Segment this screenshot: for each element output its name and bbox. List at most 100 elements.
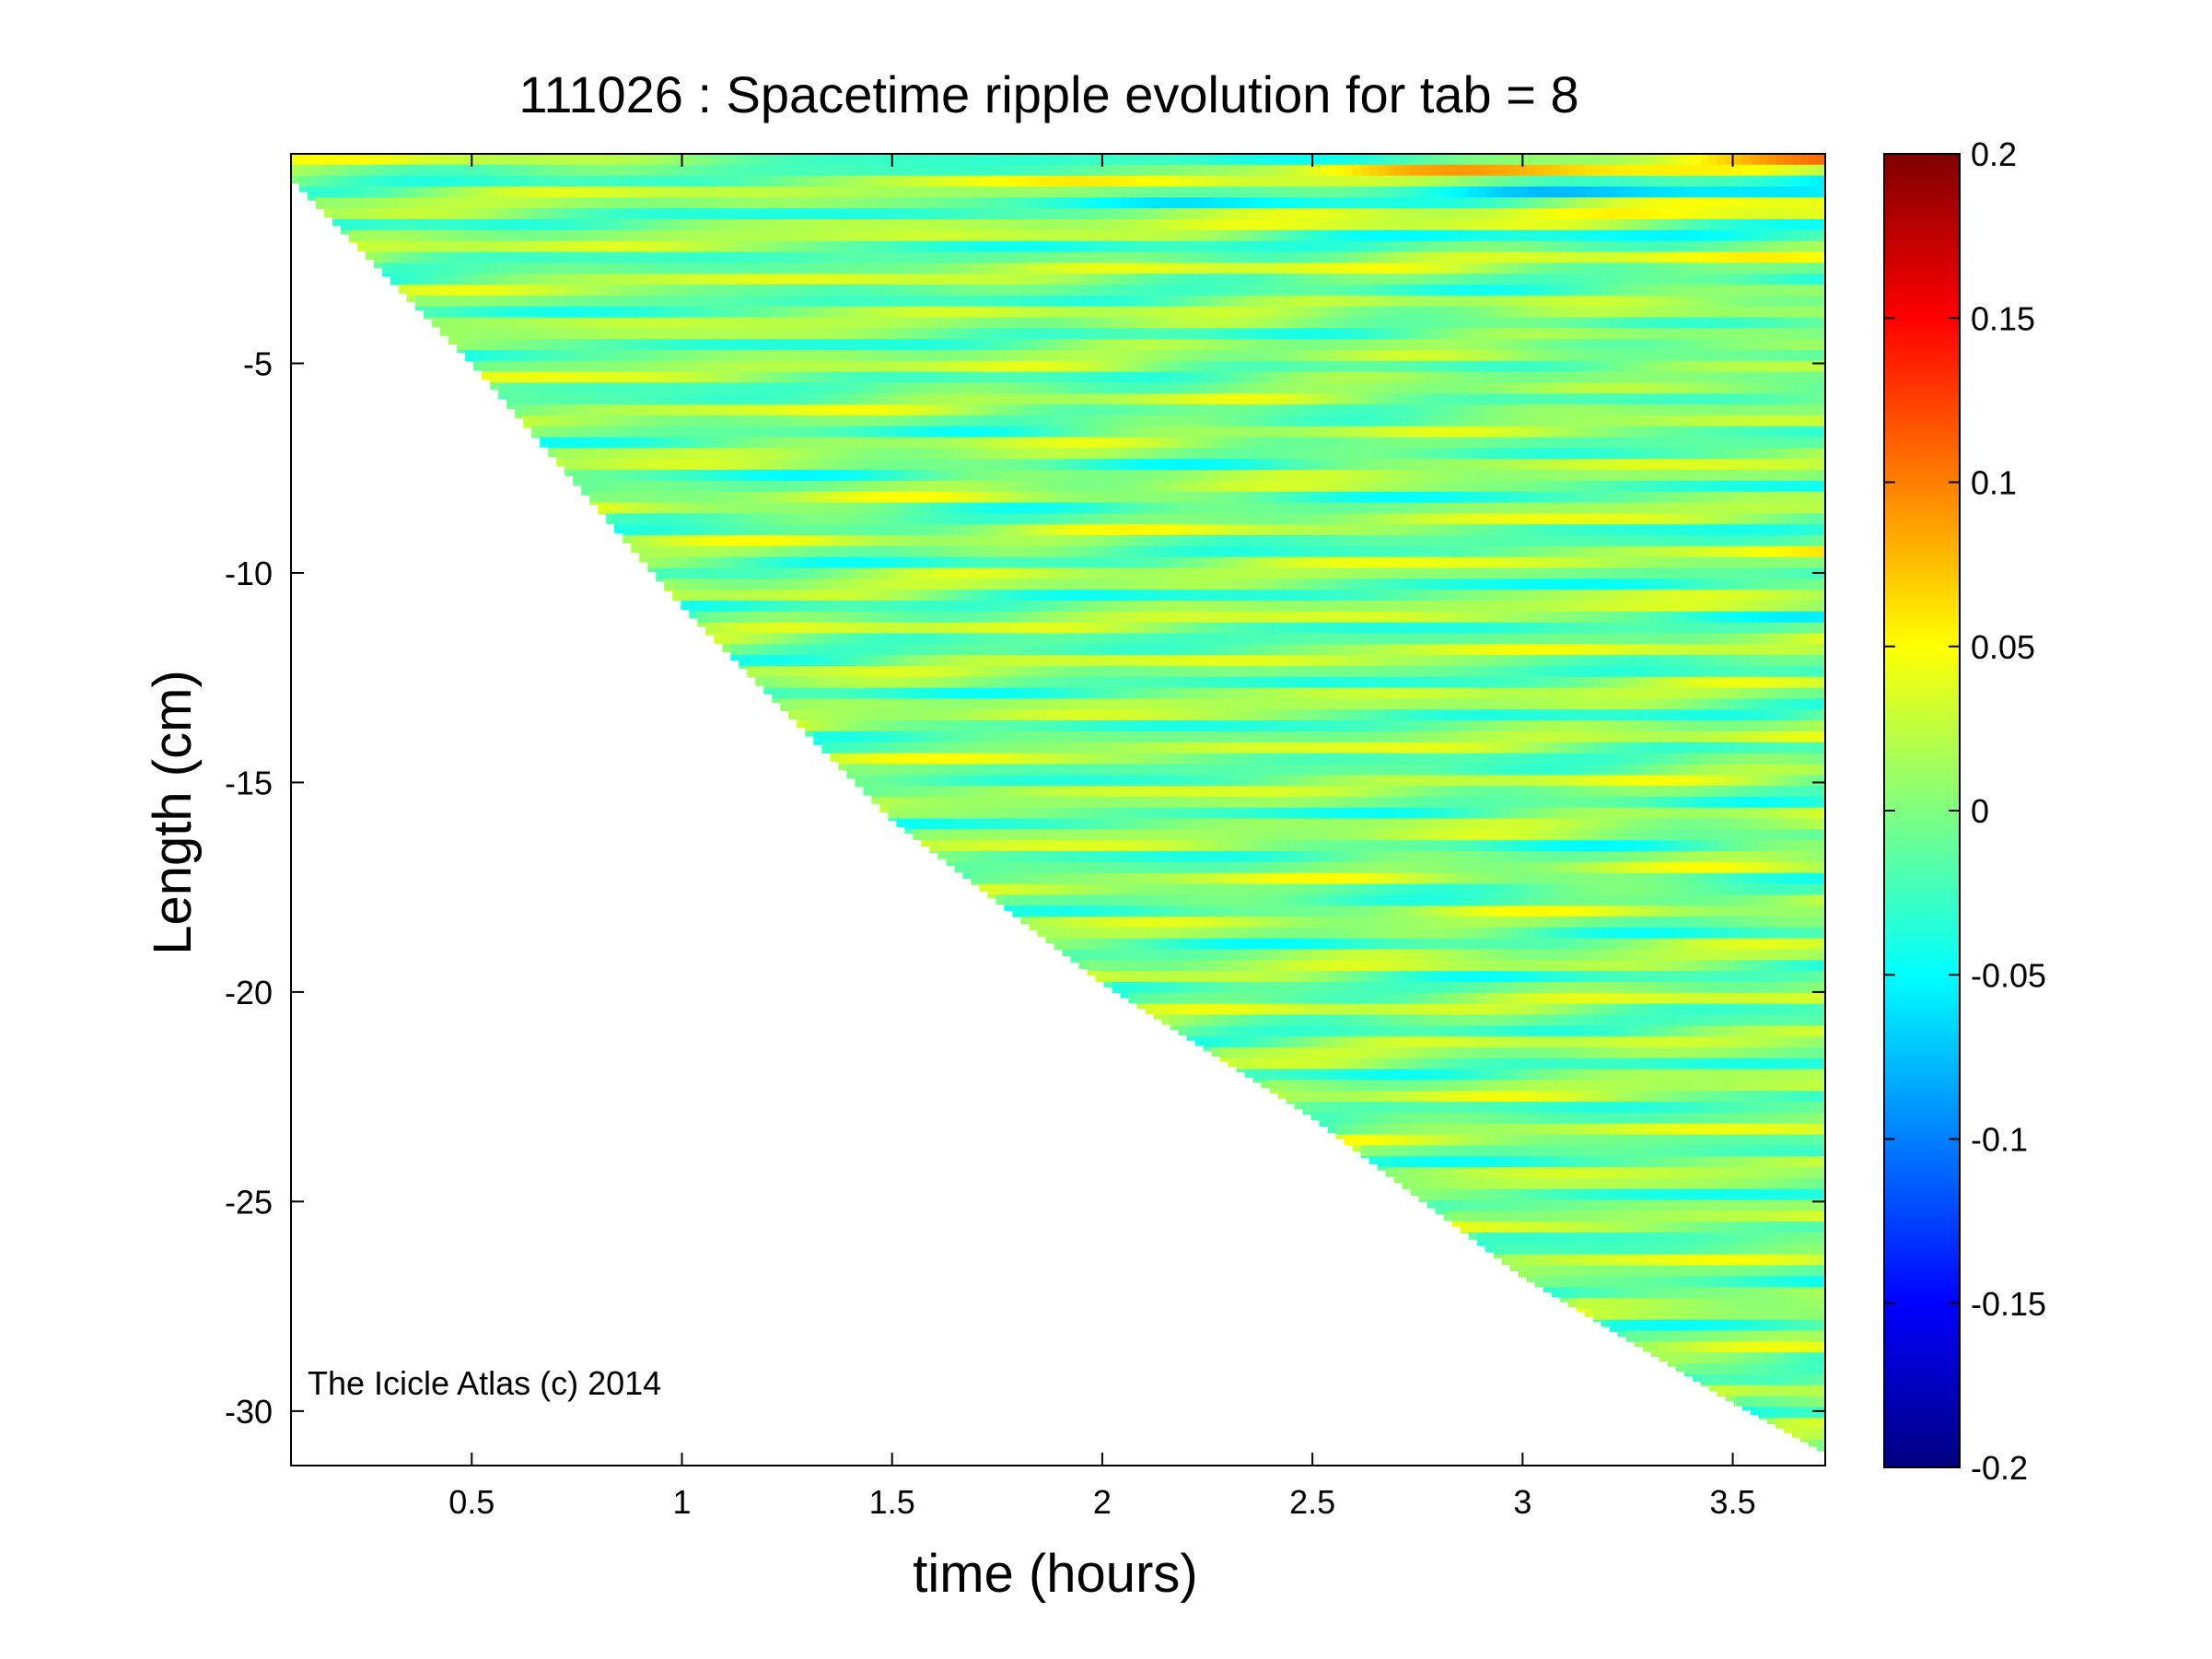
heatmap-cell bbox=[962, 829, 972, 841]
heatmap-cell bbox=[515, 251, 524, 263]
heatmap-cell bbox=[1037, 633, 1047, 645]
heatmap-cell bbox=[896, 590, 905, 602]
heatmap-cell bbox=[1070, 872, 1080, 885]
heatmap-cell bbox=[465, 295, 474, 308]
heatmap-cell bbox=[739, 470, 748, 482]
heatmap-cell bbox=[1087, 545, 1097, 558]
heatmap-cell bbox=[639, 208, 648, 220]
heatmap-cell bbox=[739, 502, 748, 514]
heatmap-cell bbox=[1062, 927, 1072, 940]
heatmap-cell bbox=[888, 524, 897, 536]
heatmap-cell bbox=[531, 393, 541, 405]
heatmap-cell bbox=[556, 360, 565, 373]
heatmap-cell bbox=[929, 600, 939, 613]
heatmap-cell bbox=[1186, 208, 1196, 220]
heatmap-cell bbox=[1128, 818, 1138, 830]
heatmap-cell bbox=[1045, 764, 1055, 776]
heatmap-cell bbox=[1120, 186, 1130, 198]
heatmap-cell bbox=[540, 240, 549, 253]
heatmap-cell bbox=[871, 339, 880, 351]
heatmap-cell bbox=[1095, 764, 1105, 776]
heatmap-cell bbox=[921, 611, 931, 624]
heatmap-cell bbox=[971, 829, 981, 841]
heatmap-cell bbox=[1186, 622, 1196, 635]
heatmap-cell bbox=[1128, 404, 1138, 416]
heatmap-cell bbox=[904, 393, 914, 405]
heatmap-cell bbox=[1095, 545, 1105, 558]
heatmap-cell bbox=[1120, 251, 1130, 263]
heatmap-cell bbox=[1153, 393, 1163, 405]
heatmap-cell bbox=[623, 524, 632, 536]
heatmap-cell bbox=[879, 339, 889, 351]
heatmap-cell bbox=[531, 197, 541, 209]
heatmap-cell bbox=[813, 284, 822, 297]
heatmap-cell bbox=[581, 186, 590, 198]
heatmap-cell bbox=[1020, 295, 1030, 308]
heatmap-cell bbox=[366, 164, 375, 177]
heatmap-cell bbox=[1170, 513, 1180, 525]
heatmap-cell bbox=[772, 567, 781, 579]
heatmap-cell bbox=[863, 404, 872, 416]
heatmap-cell bbox=[863, 480, 872, 493]
heatmap-cell bbox=[995, 251, 1006, 263]
heatmap-cell bbox=[714, 240, 723, 253]
heatmap-cell bbox=[1170, 218, 1180, 231]
heatmap-cell bbox=[324, 164, 333, 177]
heatmap-cell bbox=[863, 437, 872, 449]
heatmap-cell bbox=[1186, 393, 1196, 405]
heatmap-cell bbox=[1095, 328, 1105, 340]
heatmap-cell bbox=[1020, 807, 1030, 820]
heatmap-cell bbox=[813, 448, 822, 460]
heatmap-cell bbox=[788, 339, 797, 351]
heatmap-cell bbox=[739, 404, 748, 416]
heatmap-cell bbox=[523, 295, 532, 308]
heatmap-cell bbox=[954, 306, 964, 319]
heatmap-cell bbox=[714, 154, 723, 166]
heatmap-cell bbox=[349, 164, 358, 177]
heatmap-cell bbox=[1170, 502, 1180, 514]
heatmap-cell bbox=[722, 404, 731, 416]
heatmap-cell bbox=[1087, 633, 1097, 645]
heatmap-cell bbox=[763, 567, 773, 579]
heatmap-cell bbox=[598, 154, 607, 166]
heatmap-cell bbox=[506, 208, 516, 220]
heatmap-cell bbox=[821, 437, 831, 449]
heatmap-cell bbox=[888, 600, 897, 613]
heatmap-cell bbox=[548, 306, 557, 319]
heatmap-cell bbox=[937, 284, 948, 297]
heatmap-cell bbox=[962, 567, 972, 579]
heatmap-cell bbox=[1112, 818, 1122, 830]
heatmap-cell bbox=[415, 263, 425, 275]
heatmap-cell bbox=[797, 382, 806, 394]
heatmap-cell bbox=[821, 404, 831, 416]
heatmap-cell bbox=[1012, 775, 1022, 787]
heatmap-cell bbox=[1186, 698, 1196, 710]
heatmap-cell bbox=[382, 197, 391, 209]
heatmap-cell bbox=[647, 339, 657, 351]
heatmap-cell bbox=[1112, 644, 1122, 656]
heatmap-cell bbox=[879, 240, 889, 253]
heatmap-cell bbox=[995, 775, 1006, 787]
heatmap-cell bbox=[531, 251, 541, 263]
heatmap-cell bbox=[813, 274, 822, 286]
heatmap-cell bbox=[1178, 208, 1188, 220]
heatmap-cell bbox=[722, 186, 731, 198]
heatmap-cell bbox=[995, 284, 1006, 297]
heatmap-cell bbox=[855, 687, 864, 700]
heatmap-cell bbox=[1153, 709, 1163, 721]
heatmap-cell bbox=[830, 600, 839, 613]
heatmap-cell bbox=[1078, 786, 1089, 798]
heatmap-cell bbox=[1161, 676, 1171, 689]
heatmap-cell bbox=[1128, 894, 1138, 906]
heatmap-cell bbox=[755, 622, 764, 635]
heatmap-cell bbox=[1045, 208, 1055, 220]
heatmap-cell bbox=[821, 197, 831, 209]
heatmap-cell bbox=[821, 524, 831, 536]
heatmap-cell bbox=[390, 284, 400, 286]
heatmap-cell bbox=[1120, 328, 1130, 340]
heatmap-cell bbox=[589, 339, 599, 351]
heatmap-cell bbox=[556, 229, 565, 242]
heatmap-cell bbox=[838, 295, 847, 308]
heatmap-cell bbox=[1054, 807, 1064, 820]
heatmap-cell bbox=[971, 404, 981, 416]
